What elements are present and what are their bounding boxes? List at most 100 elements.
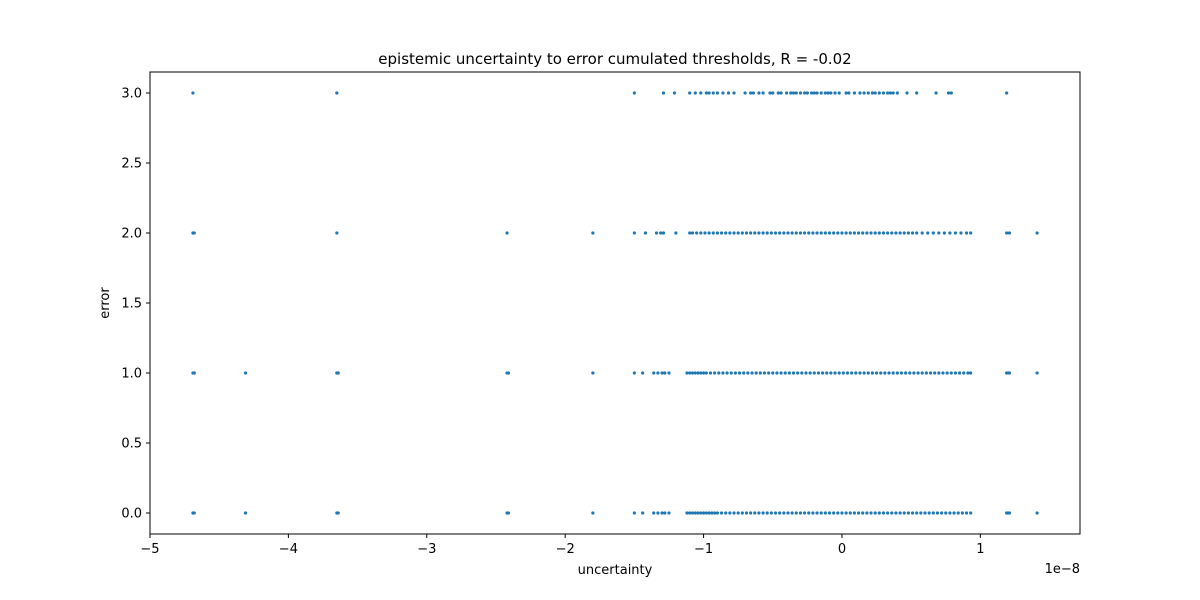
data-point bbox=[733, 371, 738, 375]
data-point bbox=[728, 231, 732, 235]
data-point bbox=[661, 231, 666, 235]
data-point bbox=[844, 91, 848, 95]
data-point bbox=[833, 91, 837, 95]
data-point bbox=[798, 511, 803, 515]
data-point bbox=[953, 371, 958, 375]
data-point bbox=[829, 91, 833, 95]
data-point bbox=[845, 371, 850, 375]
data-point bbox=[704, 371, 708, 375]
data-point bbox=[688, 91, 692, 95]
data-point bbox=[840, 511, 844, 515]
data-point bbox=[663, 371, 667, 375]
data-point bbox=[887, 371, 891, 375]
y-tick-label: 1.5 bbox=[121, 297, 142, 312]
data-point bbox=[771, 91, 775, 95]
data-point bbox=[906, 231, 910, 235]
data-point bbox=[927, 511, 931, 515]
data-point bbox=[874, 371, 879, 375]
data-point bbox=[854, 371, 858, 375]
data-point bbox=[861, 231, 865, 235]
data-point bbox=[890, 511, 894, 515]
data-point bbox=[192, 511, 196, 515]
data-point bbox=[794, 231, 798, 235]
data-point bbox=[904, 371, 908, 375]
data-point bbox=[949, 91, 953, 95]
x-axis-ticks: −5 −4 −3 −2 −1 0 1 bbox=[140, 534, 984, 557]
data-point bbox=[937, 371, 941, 375]
data-point bbox=[848, 231, 852, 235]
data-point bbox=[737, 371, 742, 375]
data-point bbox=[674, 231, 678, 235]
data-point bbox=[948, 231, 952, 235]
data-point bbox=[336, 511, 340, 515]
data-point bbox=[944, 511, 948, 515]
data-point bbox=[336, 371, 340, 375]
data-point bbox=[877, 231, 881, 235]
data-point bbox=[816, 371, 821, 375]
y-tick-label: 2.0 bbox=[121, 227, 142, 242]
data-point bbox=[769, 231, 773, 235]
data-point bbox=[856, 231, 861, 235]
data-point bbox=[829, 371, 833, 375]
data-point bbox=[715, 91, 720, 95]
data-point bbox=[693, 91, 697, 95]
data-point bbox=[946, 91, 951, 95]
data-point bbox=[811, 231, 815, 235]
data-point bbox=[815, 511, 819, 515]
data-point bbox=[782, 511, 786, 515]
data-point bbox=[757, 511, 761, 515]
data-point bbox=[790, 511, 794, 515]
data-point bbox=[827, 511, 832, 515]
data-point bbox=[886, 511, 890, 515]
data-point bbox=[844, 511, 848, 515]
data-point bbox=[732, 511, 736, 515]
data-point bbox=[719, 231, 724, 235]
data-point bbox=[836, 511, 840, 515]
data-point bbox=[870, 371, 875, 375]
data-point bbox=[826, 91, 830, 95]
data-point bbox=[721, 371, 725, 375]
data-point bbox=[895, 91, 899, 95]
data-point bbox=[695, 231, 699, 235]
x-tick-label: −3 bbox=[417, 542, 436, 557]
data-point bbox=[807, 231, 811, 235]
data-point bbox=[786, 511, 790, 515]
x-tick-label: −5 bbox=[140, 542, 159, 557]
data-point bbox=[899, 371, 904, 375]
data-point bbox=[916, 371, 920, 375]
data-point bbox=[910, 231, 915, 235]
data-point bbox=[847, 91, 851, 95]
data-point bbox=[713, 511, 717, 515]
data-point bbox=[704, 91, 708, 95]
data-point bbox=[690, 371, 695, 375]
data-point bbox=[890, 231, 894, 235]
data-point bbox=[710, 511, 714, 515]
data-point bbox=[861, 511, 865, 515]
data-point bbox=[761, 91, 765, 95]
scatter-points bbox=[191, 91, 1039, 515]
data-point bbox=[862, 91, 866, 95]
data-point bbox=[243, 371, 248, 375]
data-point bbox=[820, 371, 825, 375]
data-point bbox=[905, 91, 909, 95]
y-axis-label: error bbox=[98, 287, 113, 319]
data-point bbox=[819, 231, 823, 235]
data-point bbox=[750, 371, 754, 375]
data-point bbox=[744, 511, 749, 515]
data-point bbox=[660, 511, 664, 515]
data-point bbox=[1035, 371, 1039, 375]
data-point bbox=[654, 231, 659, 235]
data-point bbox=[713, 371, 717, 375]
data-point bbox=[1035, 231, 1039, 235]
data-point bbox=[933, 371, 937, 375]
data-point bbox=[1007, 511, 1012, 515]
data-point bbox=[699, 91, 703, 95]
data-point bbox=[906, 511, 910, 515]
x-axis-offset-label: 1e−8 bbox=[1045, 562, 1080, 577]
data-point bbox=[773, 231, 778, 235]
x-tick-label: −4 bbox=[279, 542, 298, 557]
data-point bbox=[941, 371, 945, 375]
data-point bbox=[879, 371, 883, 375]
